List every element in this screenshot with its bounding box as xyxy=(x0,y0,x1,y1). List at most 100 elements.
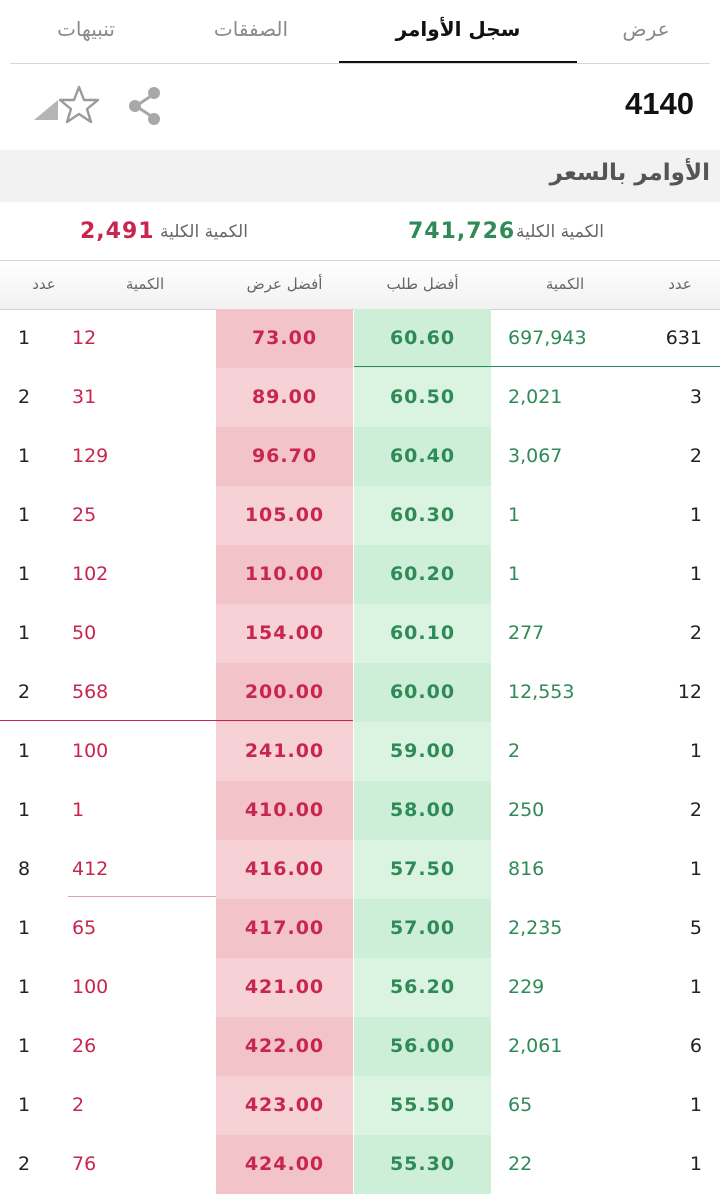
ask-price-background xyxy=(216,545,353,604)
ask-count-cell: 2 xyxy=(18,681,31,703)
ask-count-cell: 1 xyxy=(18,504,31,526)
bid-price-background xyxy=(354,663,491,722)
bid-count-cell: 1 xyxy=(689,858,702,880)
bid-total-label: الكمية الكلية xyxy=(516,222,604,242)
bid-price-background xyxy=(354,427,491,486)
ask-price-background xyxy=(216,781,353,840)
star-outline-icon[interactable] xyxy=(58,84,100,128)
bid-price-cell: 60.30 xyxy=(389,504,456,526)
bid-count-cell: 1 xyxy=(689,563,702,585)
bid-qty-cell: 1 xyxy=(508,563,521,585)
bid-qty-cell: 2,061 xyxy=(508,1035,563,1057)
ask-price-cell: 421.00 xyxy=(244,976,325,998)
bid-price-cell: 58.00 xyxy=(389,799,456,821)
table-row[interactable]: 1 12 73.00 60.60 697,943 631 xyxy=(0,309,720,368)
bid-price-cell: 55.50 xyxy=(389,1094,456,1116)
ask-qty-cell: 102 xyxy=(72,563,109,585)
ask-qty-cell: 100 xyxy=(72,740,109,762)
ask-qty-cell: 76 xyxy=(72,1153,97,1175)
header-ask-price: أفضل عرض xyxy=(246,275,323,293)
table-row[interactable]: 1 129 96.70 60.40 3,067 2 xyxy=(0,427,720,486)
bid-price-background xyxy=(354,899,491,958)
ask-qty-cell: 129 xyxy=(72,445,109,467)
table-row[interactable]: 2 568 200.00 60.00 12,553 12 xyxy=(0,663,720,722)
ask-price-cell: 416.00 xyxy=(244,858,325,880)
bid-count-cell: 3 xyxy=(689,386,702,408)
ask-qty-cell: 568 xyxy=(72,681,109,703)
table-row[interactable]: 2 31 89.00 60.50 2,021 3 xyxy=(0,368,720,427)
ask-price-cell: 410.00 xyxy=(244,799,325,821)
bid-price-cell: 60.50 xyxy=(389,386,456,408)
bid-price-background xyxy=(354,722,491,781)
header-bid-price: أفضل طلب xyxy=(386,275,459,293)
bid-count-cell: 1 xyxy=(689,504,702,526)
table-row[interactable]: 1 25 105.00 60.30 1 1 xyxy=(0,486,720,545)
ask-count-cell: 1 xyxy=(18,327,31,349)
bid-price-cell: 56.00 xyxy=(389,1035,456,1057)
ask-qty-cell: 12 xyxy=(72,327,97,349)
bid-count-cell: 1 xyxy=(689,740,702,762)
table-row[interactable]: 1 2 423.00 55.50 65 1 xyxy=(0,1076,720,1135)
ask-count-cell: 1 xyxy=(18,563,31,585)
ask-count-cell: 1 xyxy=(18,917,31,939)
bid-qty-cell: 12,553 xyxy=(508,681,575,703)
bid-count-cell: 1 xyxy=(689,1153,702,1175)
bid-qty-cell: 3,067 xyxy=(508,445,563,467)
table-row[interactable]: 1 102 110.00 60.20 1 1 xyxy=(0,545,720,604)
ask-price-cell: 73.00 xyxy=(251,327,318,349)
table-row[interactable]: 1 65 417.00 57.00 2,235 5 xyxy=(0,899,720,958)
ask-qty-cell: 25 xyxy=(72,504,97,526)
ask-price-cell: 105.00 xyxy=(244,504,325,526)
bid-price-background xyxy=(354,1135,491,1194)
bid-count-cell: 6 xyxy=(689,1035,702,1057)
share-icon[interactable] xyxy=(126,86,164,130)
bid-price-background xyxy=(354,958,491,1017)
table-row[interactable]: 1 26 422.00 56.00 2,061 6 xyxy=(0,1017,720,1076)
tab-alerts[interactable]: تنبيهات xyxy=(57,17,115,41)
bid-price-cell: 55.30 xyxy=(389,1153,456,1175)
ask-price-background xyxy=(216,1135,353,1194)
table-row[interactable]: 1 100 241.00 59.00 2 1 xyxy=(0,722,720,781)
table-row[interactable]: 8 412 416.00 57.50 816 1 xyxy=(0,840,720,899)
bid-qty-cell: 250 xyxy=(508,799,545,821)
bid-qty-cell: 229 xyxy=(508,976,545,998)
bid-count-cell: 5 xyxy=(689,917,702,939)
ask-count-cell: 2 xyxy=(18,1153,31,1175)
tab-bar: عرض سجل الأوامر الصفقات تنبيهات xyxy=(0,0,720,64)
ask-price-cell: 200.00 xyxy=(244,681,325,703)
corner-triangle-icon[interactable] xyxy=(34,100,60,126)
table-row[interactable]: 1 50 154.00 60.10 277 2 xyxy=(0,604,720,663)
bid-price-background xyxy=(354,781,491,840)
section-header: الأوامر بالسعر xyxy=(0,150,720,202)
bid-count-cell: 12 xyxy=(677,681,702,703)
ask-count-cell: 1 xyxy=(18,445,31,467)
tab-display[interactable]: عرض xyxy=(622,17,670,41)
header-ask-qty: الكمية xyxy=(125,275,165,293)
tab-order-book[interactable]: سجل الأوامر xyxy=(395,17,521,41)
ask-price-background xyxy=(216,309,353,368)
ask-price-cell: 96.70 xyxy=(251,445,318,467)
bid-qty-cell: 697,943 xyxy=(508,327,587,349)
ask-count-cell: 1 xyxy=(18,622,31,644)
ask-count-cell: 2 xyxy=(18,386,31,408)
table-row[interactable]: 1 100 421.00 56.20 229 1 xyxy=(0,958,720,1017)
table-row[interactable]: 2 76 424.00 55.30 22 1 xyxy=(0,1135,720,1194)
bid-total-value: 741,726 xyxy=(408,219,516,244)
ask-count-cell: 1 xyxy=(18,799,31,821)
table-row[interactable]: 1 1 410.00 58.00 250 2 xyxy=(0,781,720,840)
section-title: الأوامر بالسعر xyxy=(549,160,710,186)
bid-price-cell: 59.00 xyxy=(389,740,456,762)
ask-count-cell: 1 xyxy=(18,1035,31,1057)
active-tab-indicator xyxy=(339,61,577,63)
tab-trades[interactable]: الصفقات xyxy=(213,17,289,41)
ask-price-background xyxy=(216,1076,353,1135)
ask-price-cell: 110.00 xyxy=(244,563,325,585)
ask-price-background xyxy=(216,604,353,663)
ask-price-background xyxy=(216,840,353,899)
ask-price-background xyxy=(216,663,353,722)
bid-price-cell: 60.00 xyxy=(389,681,456,703)
bid-qty-cell: 2,235 xyxy=(508,917,563,939)
ask-price-cell: 422.00 xyxy=(244,1035,325,1057)
book-column-headers: عدد الكمية أفضل عرض أفضل طلب الكمية عدد xyxy=(0,260,720,310)
bid-price-cell: 56.20 xyxy=(389,976,456,998)
